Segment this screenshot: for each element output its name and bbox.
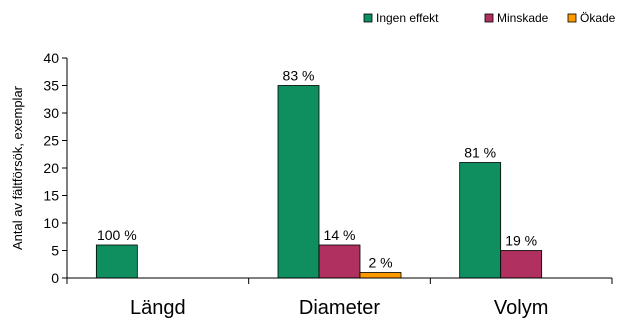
x-axis: Längd Diameter Volym bbox=[66, 277, 613, 319]
legend-label: Ingen effekt bbox=[376, 11, 439, 25]
y-axis-title: Antal av fältförsök, exemplar bbox=[10, 85, 25, 250]
bar-ingen-effekt bbox=[95, 244, 138, 279]
legend-swatch bbox=[363, 13, 373, 23]
x-category-label: Längd bbox=[130, 297, 186, 319]
legend-label: Minskade bbox=[497, 11, 549, 25]
y-tick-label: 15 bbox=[43, 188, 59, 204]
data-label: 14 % bbox=[324, 227, 356, 243]
y-tick-label: 0 bbox=[51, 270, 59, 286]
y-tick-label: 40 bbox=[43, 50, 59, 66]
y-axis-ticks: 0 5 10 15 20 25 30 35 40 bbox=[43, 50, 68, 286]
bar-minskade bbox=[318, 244, 361, 279]
legend: Ingen effekt Minskade Ökade bbox=[363, 11, 616, 25]
bar-ökade bbox=[359, 272, 402, 279]
data-label: 81 % bbox=[464, 145, 496, 161]
data-label: 100 % bbox=[97, 227, 137, 243]
bar-ingen-effekt bbox=[459, 162, 502, 279]
data-label: 19 % bbox=[505, 233, 537, 249]
x-category-label: Diameter bbox=[299, 297, 380, 319]
y-tick-label: 20 bbox=[43, 160, 59, 176]
data-label: 2 % bbox=[368, 255, 392, 271]
y-tick-label: 10 bbox=[43, 215, 59, 231]
data-label: 83 % bbox=[283, 68, 315, 84]
y-tick-label: 5 bbox=[51, 243, 59, 259]
y-tick-label: 25 bbox=[43, 133, 59, 149]
y-tick-label: 30 bbox=[43, 105, 59, 121]
bar-minskade bbox=[500, 250, 543, 279]
y-tick-label: 35 bbox=[43, 78, 59, 94]
legend-label: Ökade bbox=[580, 11, 616, 25]
legend-swatch bbox=[567, 13, 577, 23]
legend-swatch bbox=[484, 13, 494, 23]
bars: 100 % 83 % 14 % 2 % 81 % 19 % bbox=[95, 68, 543, 279]
x-category-label: Volym bbox=[494, 297, 548, 319]
bar-ingen-effekt bbox=[277, 85, 320, 279]
